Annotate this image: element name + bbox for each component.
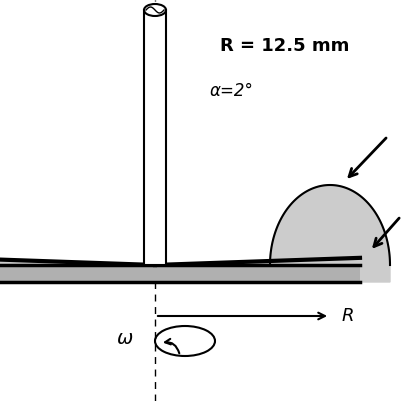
Text: ω: ω [117, 330, 133, 348]
Polygon shape [270, 185, 390, 282]
Text: R: R [342, 307, 354, 325]
Text: R = 12.5 mm: R = 12.5 mm [220, 37, 349, 55]
Polygon shape [155, 258, 360, 265]
Bar [0, 265, 360, 282]
Text: α=2°: α=2° [210, 82, 254, 100]
Bar [144, 10, 166, 265]
Polygon shape [0, 259, 155, 265]
Ellipse shape [144, 4, 166, 16]
